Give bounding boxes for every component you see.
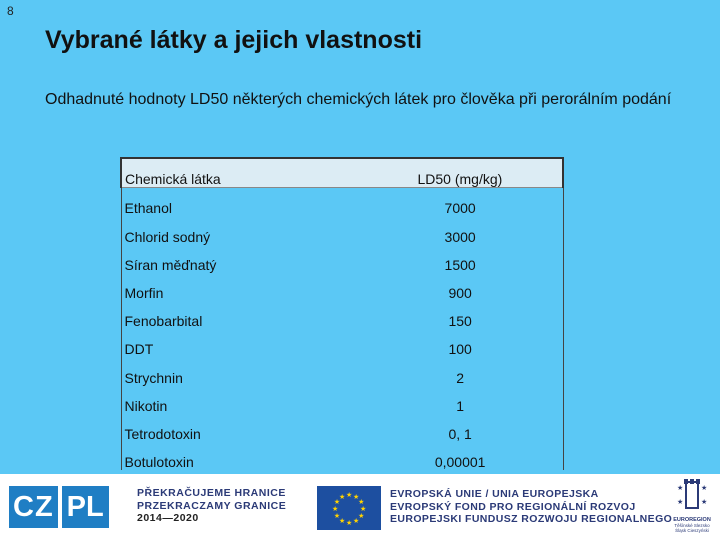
- table-row: Chlorid sodný 3000: [120, 216, 564, 245]
- header-ld50: LD50 (mg/kg): [354, 157, 565, 189]
- eu-star-icon: ★: [346, 519, 352, 527]
- table-row: Botulotoxin 0,00001: [120, 441, 564, 471]
- substance-name: Síran měďnatý: [120, 244, 355, 273]
- substance-name: Botulotoxin: [120, 441, 355, 471]
- svg-text:★: ★: [701, 498, 707, 506]
- footer-logo-bar: CZ PL PŘEKRAČUJEME HRANICE PRZEKRACZAMY …: [0, 474, 720, 540]
- eu-star-icon: ★: [332, 505, 338, 513]
- eu-star-icon: ★: [334, 512, 340, 520]
- eu-line: EVROPSKÁ UNIE / UNIA EUROPEJSKA: [390, 488, 599, 500]
- ld50-value: 7000: [354, 187, 564, 217]
- table-header-row: Chemická látka LD50 (mg/kg): [120, 157, 565, 189]
- table-row: Síran měďnatý 1500: [120, 244, 564, 273]
- ld50-table: Chemická látka LD50 (mg/kg) Ethanol 7000 …: [120, 157, 565, 471]
- czpl-logo: CZ PL: [9, 486, 109, 528]
- euroregion-sub: Śląsk Cieszyński: [675, 528, 709, 533]
- substance-name: Strychnin: [120, 357, 355, 386]
- eu-star-icon: ★: [339, 517, 345, 525]
- eu-line: EVROPSKÝ FOND PRO REGIONÁLNÍ ROZVOJ: [390, 500, 636, 513]
- eu-star-icon: ★: [358, 512, 364, 520]
- slide-number: 8: [7, 4, 14, 18]
- motto-line: PRZEKRACZAMY GRANICE: [137, 499, 287, 512]
- table-row: Tetrodotoxin 0, 1: [120, 413, 564, 442]
- euroregion-sub: Těšínské Slezsko: [674, 523, 710, 528]
- euroregion-logo: ★ ★ ★ ★ EUROREGION Těšínské Slezsko Śląs…: [664, 476, 720, 540]
- program-years: 2014—2020: [137, 512, 199, 524]
- eu-star-icon: ★: [353, 517, 359, 525]
- header-substance: Chemická látka: [120, 157, 355, 189]
- eu-star-icon: ★: [358, 498, 364, 506]
- table-row: Ethanol 7000: [120, 187, 564, 217]
- table-row: Nikotin 1: [120, 385, 564, 414]
- table-row: Morfin 900: [120, 272, 564, 301]
- ld50-value: 1500: [354, 244, 564, 273]
- slide-subtitle: Odhadnuté hodnoty LD50 některých chemick…: [45, 91, 672, 108]
- ld50-value: 150: [354, 300, 564, 330]
- program-motto: PŘEKRAČUJEME HRANICE PRZEKRACZAMY GRANIC…: [137, 487, 286, 525]
- eu-star-icon: ★: [353, 493, 359, 501]
- substance-name: DDT: [120, 329, 355, 358]
- ld50-value: 900: [354, 272, 564, 301]
- euroregion-name: EUROREGION: [673, 517, 711, 523]
- eu-fund-text: EVROPSKÁ UNIE / UNIA EUROPEJSKA EVROPSKÝ…: [390, 488, 672, 526]
- ld50-value: 0,00001: [354, 441, 564, 471]
- logo-cz: CZ: [9, 486, 58, 528]
- table-row: Strychnin 2: [120, 357, 564, 386]
- svg-text:★: ★: [677, 498, 683, 506]
- ld50-value: 2: [354, 357, 564, 386]
- slide-title: Vybrané látky a jejich vlastnosti: [45, 26, 423, 54]
- ld50-value: 0, 1: [354, 413, 564, 442]
- svg-text:★: ★: [701, 484, 707, 492]
- eu-star-icon: ★: [360, 505, 366, 513]
- eu-line: EUROPEJSKI FUNDUSZ ROZWOJU REGIONALNEGO: [390, 513, 673, 525]
- table-row: Fenobarbital 150: [120, 300, 564, 330]
- substance-name: Fenobarbital: [120, 300, 355, 330]
- ld50-value: 100: [354, 329, 564, 358]
- substance-name: Nikotin: [120, 385, 355, 414]
- eu-star-icon: ★: [346, 491, 352, 499]
- eu-star-icon: ★: [334, 498, 340, 506]
- eu-star-icon: ★: [339, 493, 345, 501]
- substance-name: Morfin: [120, 272, 355, 301]
- euroregion-emblem-icon: ★ ★ ★ ★: [677, 479, 707, 509]
- table-row: DDT 100: [120, 329, 564, 358]
- ld50-value: 3000: [354, 216, 564, 245]
- substance-name: Chlorid sodný: [120, 216, 355, 245]
- ld50-value: 1: [354, 385, 564, 414]
- eu-flag-icon: ★ ★★★★★★★★★★★: [317, 486, 381, 530]
- substance-name: Ethanol: [120, 187, 355, 217]
- logo-pl: PL: [61, 486, 109, 528]
- svg-text:★: ★: [677, 484, 683, 492]
- motto-line: PŘEKRAČUJEME HRANICE: [137, 487, 286, 499]
- substance-name: Tetrodotoxin: [120, 413, 355, 442]
